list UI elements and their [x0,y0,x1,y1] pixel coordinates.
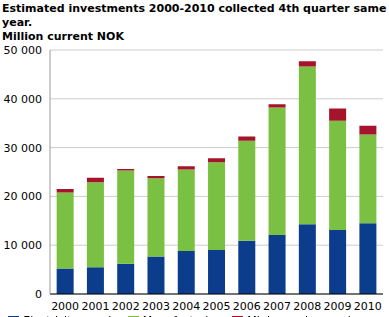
svg-text:2000: 2000 [51,300,79,313]
svg-text:50 000: 50 000 [8,44,42,57]
svg-text:2007: 2007 [263,300,291,313]
svg-text:2009: 2009 [324,300,352,313]
svg-text:2004: 2004 [172,300,200,313]
svg-text:2010: 2010 [354,300,381,313]
svg-text:2001: 2001 [81,300,109,313]
html-text:Million current NOK: Million current NOK [2,30,124,43]
svg-text:30 000: 30 000 [8,142,42,155]
svg-text:2005: 2005 [203,300,231,313]
svg-text:2003: 2003 [142,300,170,313]
svg-text:40 000: 40 000 [8,93,42,106]
html-text:Estimated investments 2000-201: Estimated investments 2000-2010 collecte… [2,2,387,29]
svg-text:20 000: 20 000 [8,190,42,203]
svg-text:2008: 2008 [293,300,321,313]
svg-text:0: 0 [35,288,42,301]
svg-text:2002: 2002 [112,300,140,313]
svg-text:2006: 2006 [233,300,261,313]
svg-text:10 000: 10 000 [8,239,42,252]
